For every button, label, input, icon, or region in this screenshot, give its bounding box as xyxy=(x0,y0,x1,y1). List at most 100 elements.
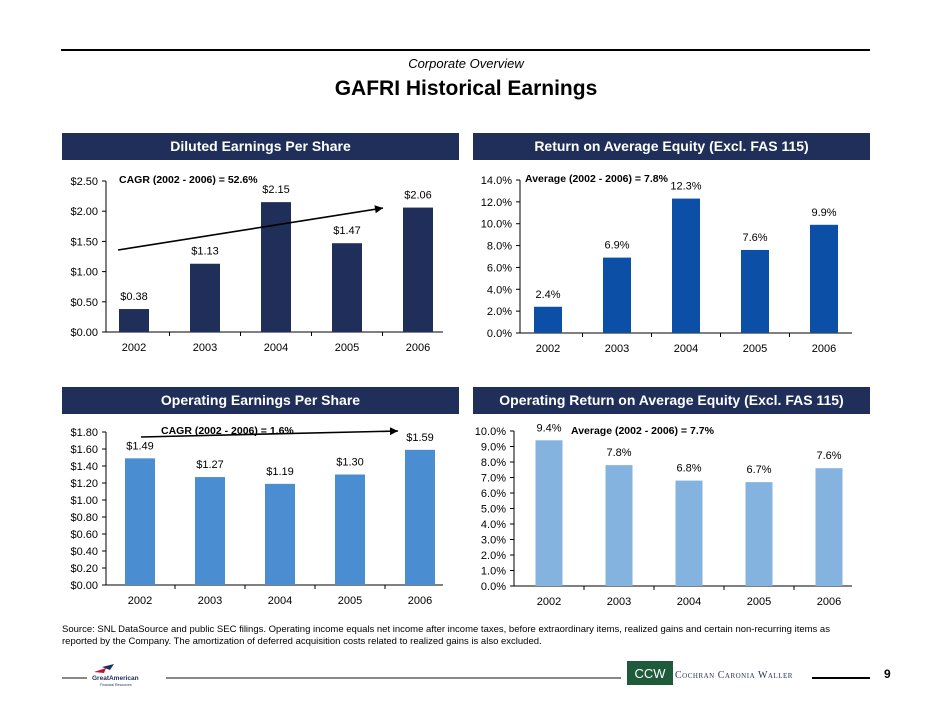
y-tick-label: 5.0% xyxy=(481,504,506,516)
y-tick-label: $0.00 xyxy=(70,580,98,592)
y-tick-label: 3.0% xyxy=(481,535,506,547)
x-tick-label: 2005 xyxy=(747,596,771,608)
y-tick-label: $1.20 xyxy=(70,478,98,490)
bar-2003 xyxy=(605,465,633,586)
y-tick-label: 0.0% xyxy=(481,581,506,593)
trend-arrow-line xyxy=(117,207,384,251)
data-label: $1.59 xyxy=(406,432,434,444)
bar-2003 xyxy=(603,257,631,333)
bar-2006 xyxy=(403,207,433,332)
data-label: 6.9% xyxy=(604,240,629,252)
x-tick-label: 2002 xyxy=(536,343,560,355)
bar-2006 xyxy=(405,449,435,585)
chart-annotation: Average (2002 - 2006) = 7.8% xyxy=(525,173,669,185)
ccw-logo: CCW xyxy=(627,661,673,690)
y-tick-label: $1.00 xyxy=(70,267,98,279)
chart-annotation: CAGR (2002 - 2006) = 52.6% xyxy=(119,174,258,186)
x-tick-label: 2004 xyxy=(674,343,698,355)
ccw-brand-name: Cochran Caronia Waller xyxy=(675,670,793,681)
bar-2005 xyxy=(741,249,769,333)
data-label: $2.15 xyxy=(262,184,290,196)
y-tick-label: $1.40 xyxy=(70,461,98,473)
x-tick-label: 2003 xyxy=(607,596,631,608)
y-tick-label: $0.00 xyxy=(70,327,98,339)
bar-2002 xyxy=(119,309,149,332)
bar-2005 xyxy=(745,482,773,586)
y-tick-label: $1.80 xyxy=(70,427,98,439)
footer-rule-left-mid xyxy=(166,677,621,679)
left-logo-subtext: Financial Resources xyxy=(100,683,132,687)
y-tick-label: 4.0% xyxy=(487,284,512,296)
y-tick-label: $0.50 xyxy=(70,297,98,309)
x-tick-label: 2004 xyxy=(268,595,292,607)
y-tick-label: 2.0% xyxy=(487,306,512,318)
footer-rule-right xyxy=(812,677,870,679)
y-tick-label: $1.60 xyxy=(70,444,98,456)
data-label: 6.7% xyxy=(746,464,771,476)
data-label: 6.8% xyxy=(676,463,701,475)
top-rule xyxy=(61,49,870,51)
page-number: 9 xyxy=(884,667,891,681)
panel-header-roe: Return on Average Equity (Excl. FAS 115) xyxy=(473,133,870,160)
data-label: $1.27 xyxy=(196,459,224,471)
great-american-logo: GreatAmerican Financial Resources xyxy=(92,664,152,693)
y-tick-label: $0.20 xyxy=(70,563,98,575)
left-logo-text: GreatAmerican xyxy=(92,675,139,682)
y-tick-label: 0.0% xyxy=(487,328,512,340)
y-tick-label: 14.0% xyxy=(481,175,512,187)
y-tick-label: 9.0% xyxy=(481,442,506,454)
bar-2002 xyxy=(534,306,562,333)
y-tick-label: 10.0% xyxy=(481,219,512,231)
data-label: 9.4% xyxy=(536,422,561,434)
footer-rule-left xyxy=(62,677,87,679)
x-tick-label: 2004 xyxy=(677,596,701,608)
x-tick-label: 2003 xyxy=(193,342,217,354)
y-tick-label: 7.0% xyxy=(481,473,506,485)
bar-2006 xyxy=(810,224,838,333)
trend-arrow-line xyxy=(140,430,399,438)
bar-2003 xyxy=(190,263,220,332)
y-tick-label: $2.50 xyxy=(70,176,98,188)
chart-annotation: Average (2002 - 2006) = 7.7% xyxy=(571,425,715,437)
x-tick-label: 2006 xyxy=(812,343,836,355)
data-label: $1.13 xyxy=(191,246,219,258)
y-tick-label: 6.0% xyxy=(487,262,512,274)
x-tick-label: 2002 xyxy=(128,595,152,607)
data-label: 7.6% xyxy=(742,232,767,244)
data-label: $0.38 xyxy=(120,291,148,303)
x-tick-label: 2002 xyxy=(122,342,146,354)
x-tick-label: 2003 xyxy=(605,343,629,355)
source-note: Source: SNL DataSource and public SEC fi… xyxy=(62,624,830,647)
data-label: 12.3% xyxy=(670,181,701,193)
data-label: $1.47 xyxy=(333,225,361,237)
panel-header-diluted-eps: Diluted Earnings Per Share xyxy=(62,133,459,160)
x-tick-label: 2003 xyxy=(198,595,222,607)
y-tick-label: 8.0% xyxy=(481,457,506,469)
y-tick-label: 1.0% xyxy=(481,566,506,578)
bar-2006 xyxy=(815,468,843,586)
x-tick-label: 2006 xyxy=(406,342,430,354)
x-tick-label: 2005 xyxy=(335,342,359,354)
y-tick-label: 10.0% xyxy=(475,426,506,438)
panel-header-operating-eps: Operating Earnings Per Share xyxy=(62,387,459,414)
data-label: 7.8% xyxy=(606,447,631,459)
x-tick-label: 2006 xyxy=(817,596,841,608)
panel-header-operating-roe: Operating Return on Average Equity (Excl… xyxy=(473,387,870,414)
bar-2005 xyxy=(335,474,365,585)
y-tick-label: $0.60 xyxy=(70,529,98,541)
data-label: $1.49 xyxy=(126,440,154,452)
x-tick-label: 2004 xyxy=(264,342,288,354)
y-tick-label: $1.50 xyxy=(70,236,98,248)
bar-2003 xyxy=(195,477,225,585)
data-label: $1.19 xyxy=(266,466,294,478)
y-tick-label: $1.00 xyxy=(70,495,98,507)
y-tick-label: 6.0% xyxy=(481,488,506,500)
bar-2004 xyxy=(675,480,703,586)
trend-arrow-head xyxy=(374,205,383,214)
data-label: $2.06 xyxy=(404,190,432,202)
bar-2004 xyxy=(672,198,700,333)
y-tick-label: $0.40 xyxy=(70,546,98,558)
x-tick-label: 2005 xyxy=(338,595,362,607)
